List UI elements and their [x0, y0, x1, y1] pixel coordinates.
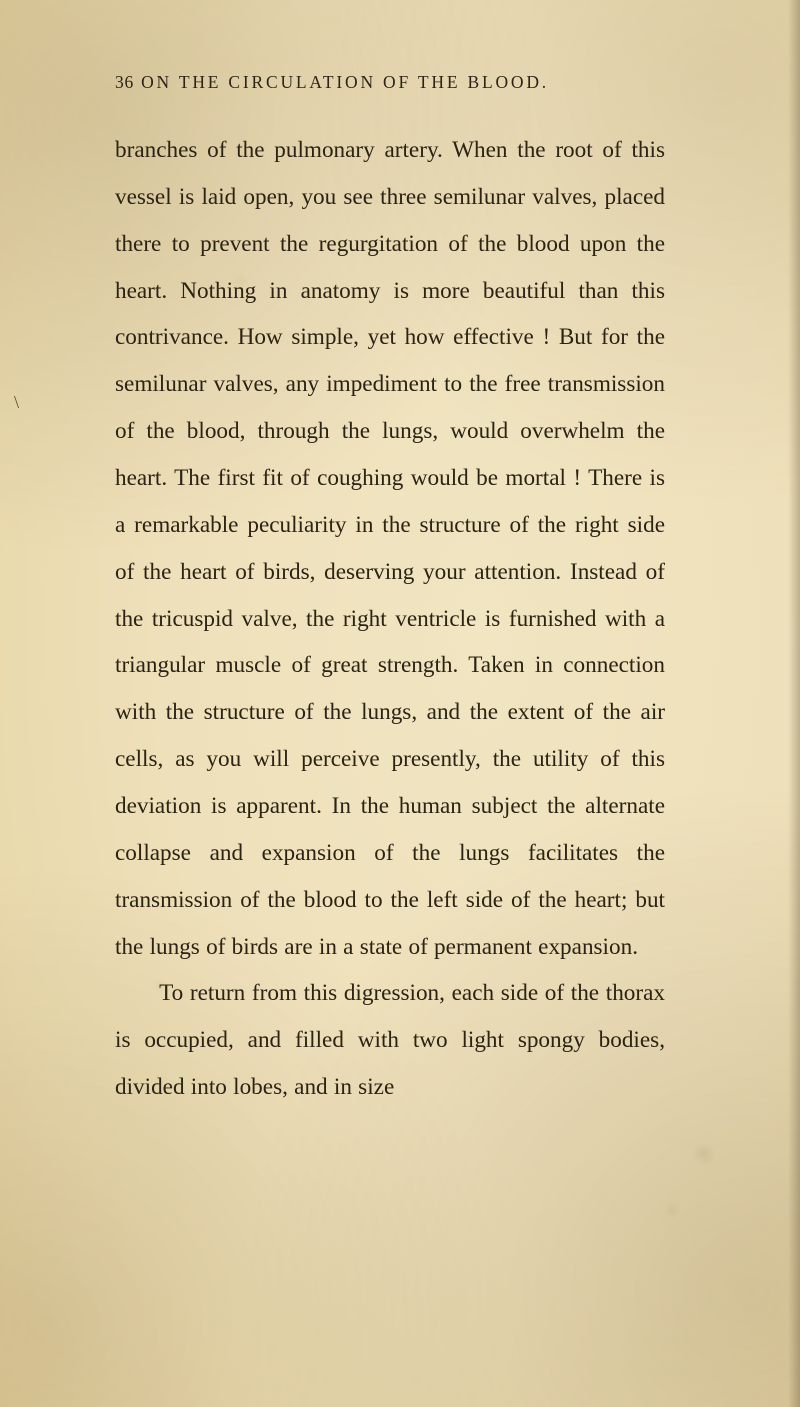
page-content: 36 ON THE CIRCULATION OF THE BLOOD. bran… [115, 72, 665, 1111]
body-text: branches of the pulmonary artery. When t… [115, 127, 665, 1111]
paragraph: To return from this digression, each sid… [115, 970, 665, 1111]
running-title: ON THE CIRCULATION OF THE BLOOD. [141, 72, 549, 92]
scan-edge-shadow [788, 0, 800, 1407]
running-head: 36 ON THE CIRCULATION OF THE BLOOD. [115, 72, 665, 93]
scanned-page: \ 36 ON THE CIRCULATION OF THE BLOOD. br… [0, 0, 800, 1407]
paragraph: branches of the pulmonary artery. When t… [115, 127, 665, 970]
margin-mark-backslash: \ [14, 392, 19, 413]
page-number: 36 [115, 72, 134, 92]
